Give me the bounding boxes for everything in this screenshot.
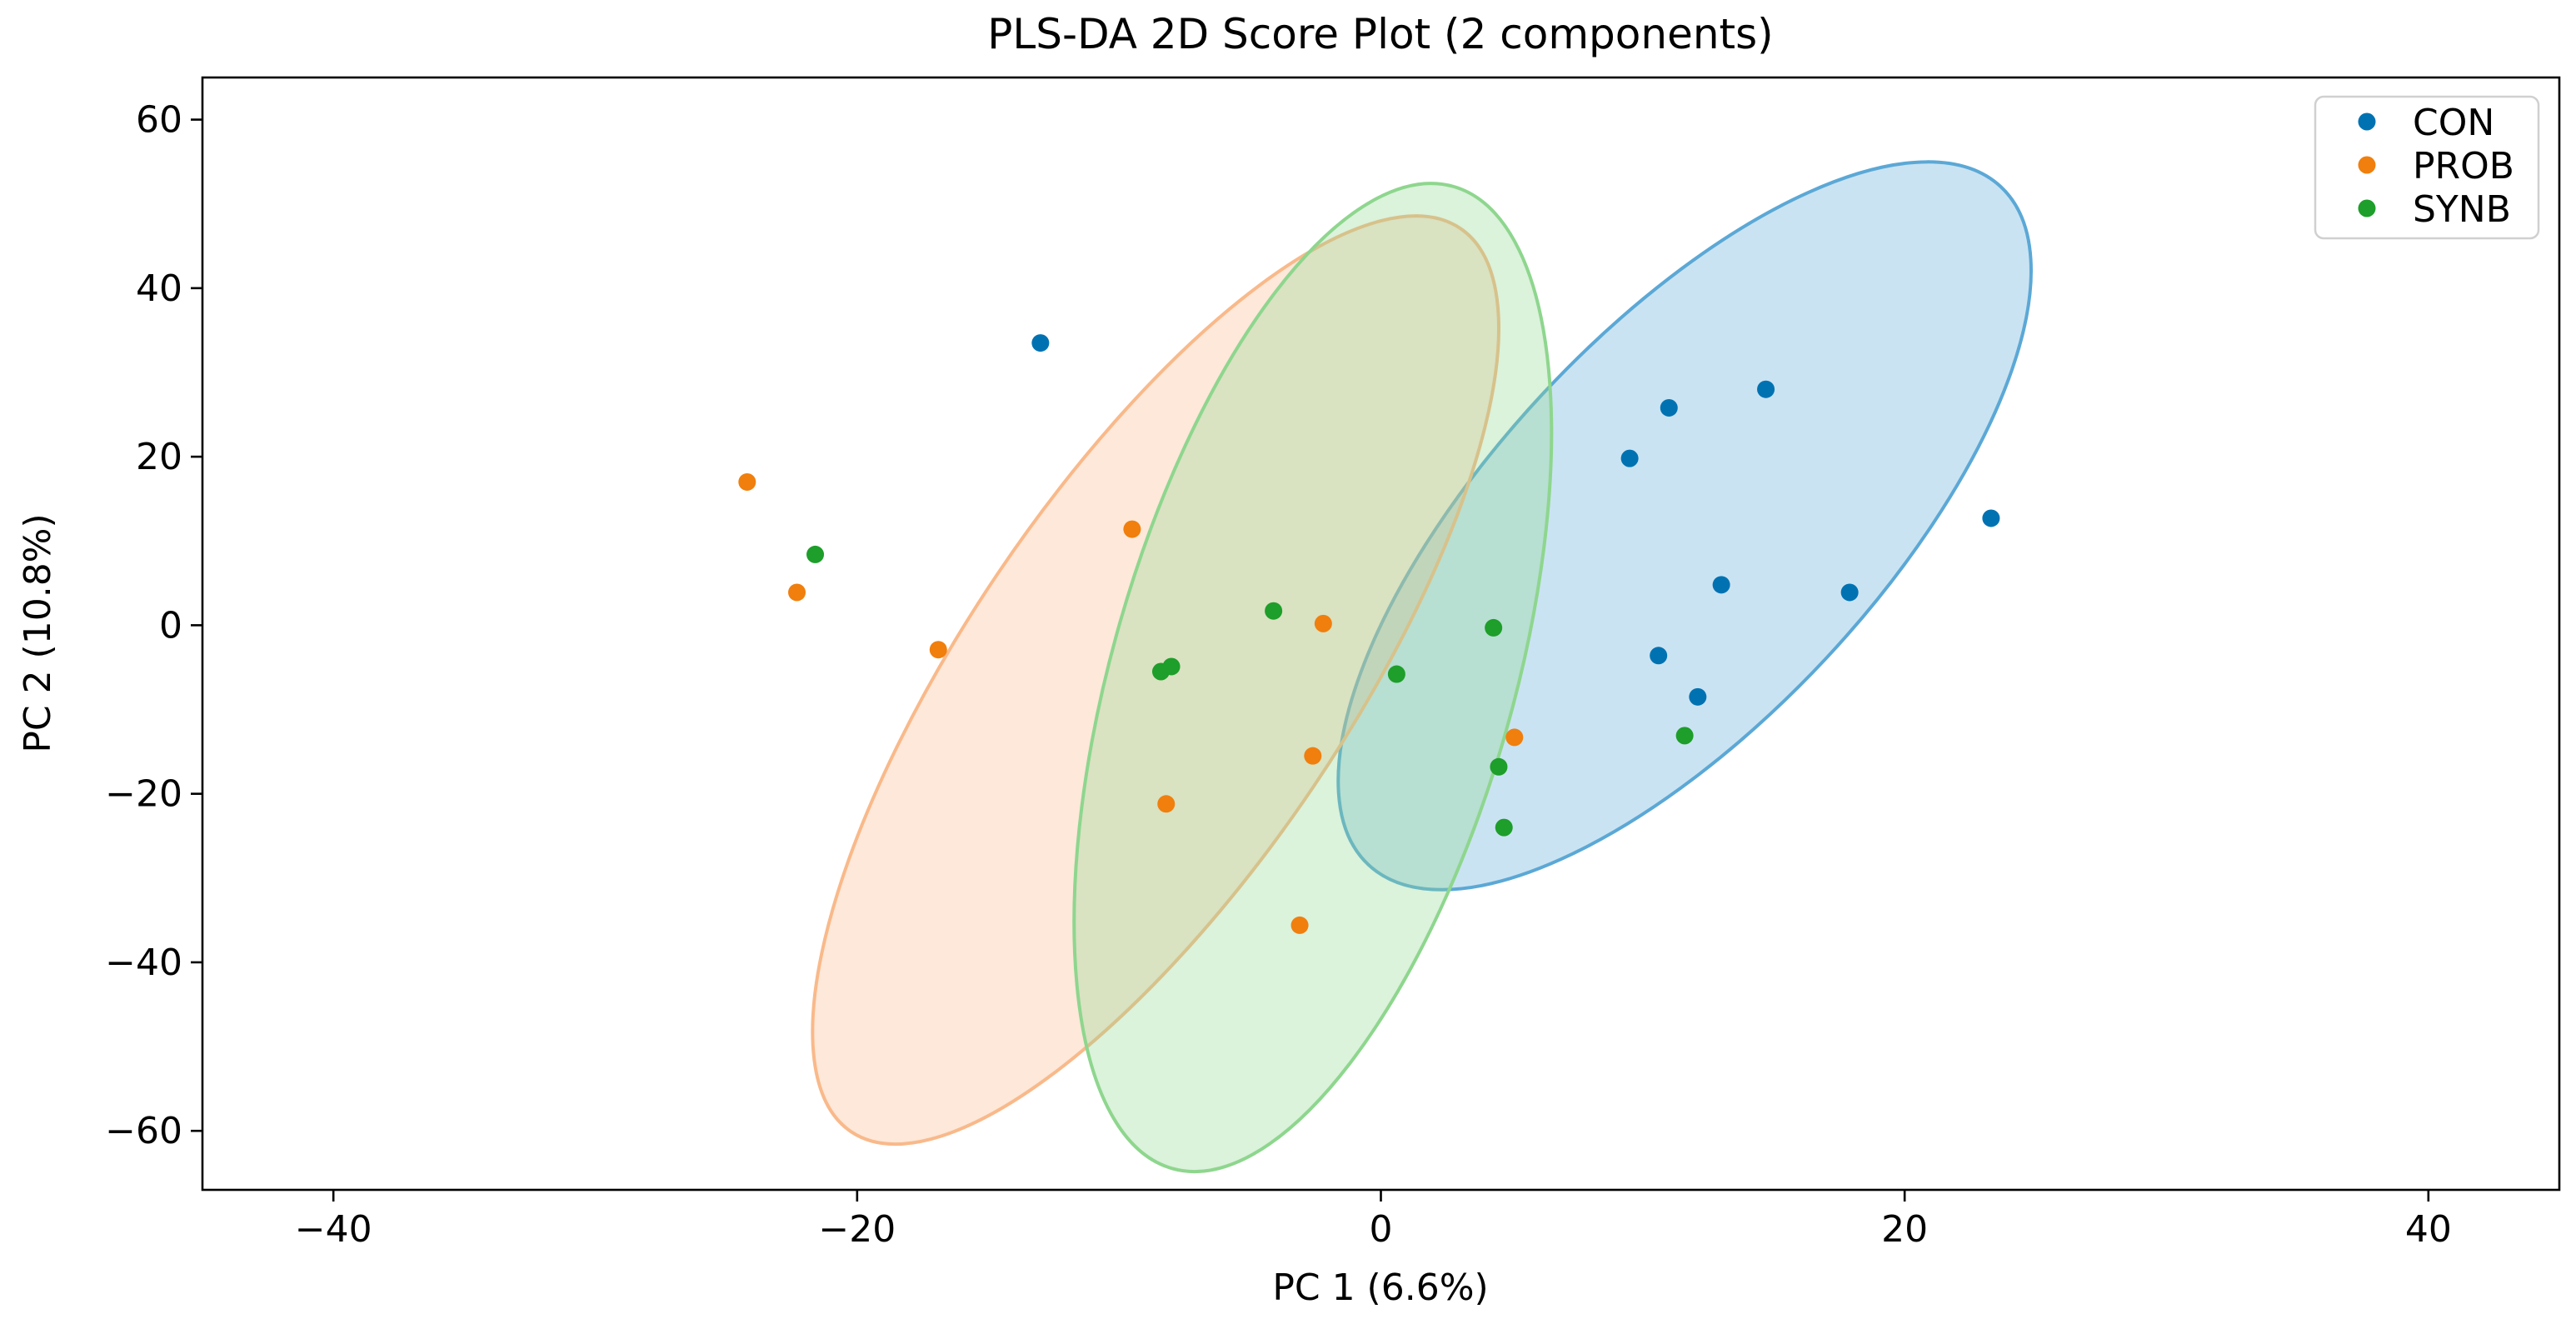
point-prob-2	[788, 583, 806, 602]
confidence-ellipse-synb	[1072, 182, 1554, 1174]
x-tick-label: 20	[1881, 1208, 1928, 1251]
point-prob-1	[738, 472, 756, 491]
point-con-5	[1982, 509, 2000, 527]
point-synb-6	[1485, 618, 1503, 637]
point-prob-9	[1505, 728, 1524, 747]
x-tick-label: −20	[818, 1208, 896, 1251]
legend-label-synb: SYNB	[2413, 188, 2511, 231]
y-axis-label: PC 2 (10.8%)	[17, 513, 59, 752]
point-prob-4	[1123, 520, 1141, 538]
point-synb-7	[1490, 757, 1508, 776]
y-tick-label: −20	[105, 773, 182, 816]
point-prob-3	[929, 641, 947, 659]
x-tick-label: 0	[1370, 1208, 1393, 1251]
point-con-6	[1712, 576, 1730, 594]
point-con-1	[1031, 334, 1050, 352]
point-con-7	[1840, 583, 1859, 602]
point-synb-3	[1162, 657, 1181, 676]
point-con-4	[1757, 380, 1775, 398]
legend-marker-synb	[2358, 199, 2376, 217]
point-prob-5	[1314, 614, 1332, 632]
x-axis-label: PC 1 (6.6%)	[1272, 1267, 1488, 1309]
point-synb-1	[806, 545, 825, 563]
x-tick-label: −40	[295, 1208, 372, 1251]
confidence-ellipse-prob	[811, 214, 1500, 1147]
point-prob-8	[1290, 916, 1309, 934]
y-tick-label: 0	[159, 604, 182, 647]
point-con-2	[1620, 449, 1639, 467]
point-con-9	[1689, 687, 1707, 706]
legend-marker-prob	[2358, 156, 2376, 174]
point-synb-4	[1265, 602, 1283, 620]
point-synb-8	[1495, 818, 1513, 837]
legend-label-prob: PROB	[2413, 145, 2514, 187]
x-tick-label: 40	[2405, 1208, 2452, 1251]
point-synb-9	[1675, 727, 1694, 745]
y-tick-label: −60	[105, 1110, 182, 1152]
y-tick-label: 60	[136, 99, 182, 142]
y-tick-label: 40	[136, 267, 182, 310]
legend-label-con: CON	[2413, 102, 2494, 144]
point-prob-6	[1304, 747, 1322, 765]
legend-marker-con	[2358, 112, 2376, 131]
chart-title: PLS-DA 2D Score Plot (2 components)	[987, 10, 1773, 58]
y-tick-label: 20	[136, 436, 182, 478]
y-tick-label: −40	[105, 942, 182, 984]
point-con-3	[1660, 398, 1678, 417]
point-prob-7	[1157, 795, 1176, 813]
point-synb-5	[1387, 665, 1405, 683]
point-con-8	[1650, 647, 1668, 665]
